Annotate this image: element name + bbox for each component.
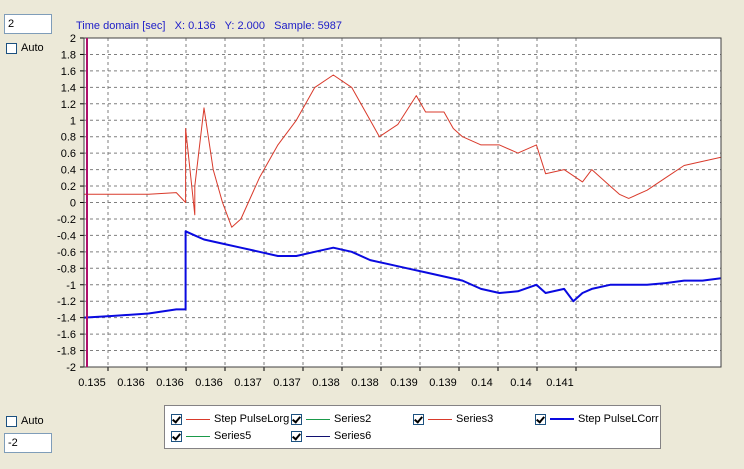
y-tick-label: 0.6 xyxy=(61,148,76,160)
legend-item-series3[interactable]: Series3 xyxy=(413,412,493,426)
legend-label: Series2 xyxy=(334,413,372,425)
cursor-x: X: 0.136 xyxy=(174,20,216,32)
legend-label: Step PulseLorg xyxy=(214,413,290,425)
x-tick-label: 0.141 xyxy=(546,377,574,389)
x-axis: 0.135 0.136 0.136 0.136 0.137 0.137 0.138 0.138… xyxy=(78,367,577,389)
legend-item-step-pulselorg[interactable]: Step PulseLorg xyxy=(171,412,289,426)
chart[interactable]: 2 1.8 1.6 1.4 1.2 1 0.8 0.6 0.4 0.2 0 -0.2 -0.4 -0.6 -… xyxy=(0,0,744,400)
legend-item-series6[interactable]: Series6 xyxy=(291,429,371,443)
y-tick-label: -1 xyxy=(66,280,76,292)
series-group xyxy=(83,74,722,319)
legend-swatch xyxy=(186,418,210,420)
x-tick-label: 0.14 xyxy=(471,377,492,389)
legend-swatch xyxy=(306,435,330,437)
legend-swatch xyxy=(306,418,330,420)
legend-item-series5[interactable]: Series5 xyxy=(171,429,251,443)
grid xyxy=(84,38,721,367)
y-tick-label: -2 xyxy=(66,362,76,374)
x-tick-label: 0.138 xyxy=(351,377,379,389)
legend: Step PulseLorg Series2 Series3 Step PulseLC… xyxy=(164,405,661,449)
auto-bottom-checkbox[interactable]: Auto xyxy=(6,415,44,427)
auto-top-box[interactable] xyxy=(6,42,17,54)
x-tick-label: 0.136 xyxy=(117,377,145,389)
y-tick-label: 1.6 xyxy=(61,66,76,78)
auto-top-checkbox[interactable]: Auto xyxy=(6,42,44,54)
x-tick-label: 0.135 xyxy=(78,377,106,389)
y-tick-label: 1.2 xyxy=(61,99,76,111)
y-min-input[interactable] xyxy=(4,433,52,453)
y-tick-label: 0.8 xyxy=(61,132,76,144)
y-tick-label: 1 xyxy=(70,115,76,127)
y-tick-label: -1.8 xyxy=(57,346,76,358)
sample-count: Sample: 5987 xyxy=(274,20,343,32)
auto-top-label: Auto xyxy=(21,42,44,54)
axis-label: Time domain [sec] xyxy=(76,20,166,32)
legend-swatch xyxy=(428,418,452,420)
y-tick-label: -1.4 xyxy=(57,313,76,325)
y-tick-label: -0.8 xyxy=(57,263,76,275)
y-tick-label: 0.2 xyxy=(61,181,76,193)
x-tick-label: 0.136 xyxy=(156,377,184,389)
y-tick-label: -0.6 xyxy=(57,247,76,259)
y-max-input[interactable] xyxy=(4,14,52,34)
x-tick-label: 0.139 xyxy=(390,377,418,389)
legend-checkbox[interactable] xyxy=(171,413,182,425)
x-tick-label: 0.14 xyxy=(510,377,531,389)
x-tick-label: 0.139 xyxy=(429,377,457,389)
y-tick-label: 1.8 xyxy=(61,49,76,61)
y-tick-label: 0 xyxy=(70,198,76,210)
legend-label: Series6 xyxy=(334,430,372,442)
legend-item-step-pulselcorr[interactable]: Step PulseLCorr xyxy=(535,412,659,426)
legend-checkbox[interactable] xyxy=(171,430,182,442)
legend-checkbox[interactable] xyxy=(291,430,302,442)
series-step-pulselorg xyxy=(84,74,722,228)
plot-border xyxy=(83,37,722,368)
y-tick-label: 1.4 xyxy=(61,82,76,94)
legend-label: Step PulseLCorr xyxy=(578,413,659,425)
y-tick-label: 0.4 xyxy=(61,165,76,177)
cursor-status: Time domain [sec] X: 0.136 Y: 2.000 Samp… xyxy=(76,20,342,32)
legend-checkbox[interactable] xyxy=(291,413,302,425)
legend-checkbox[interactable] xyxy=(413,413,424,425)
legend-swatch xyxy=(186,435,210,437)
legend-checkbox[interactable] xyxy=(535,413,546,425)
x-tick-label: 0.138 xyxy=(312,377,340,389)
y-tick-label: -0.2 xyxy=(57,214,76,226)
legend-swatch xyxy=(550,418,574,420)
y-tick-label: 2 xyxy=(70,33,76,45)
y-tick-label: -1.6 xyxy=(57,329,76,341)
y-tick-label: -0.4 xyxy=(57,230,76,242)
series-step-pulselcorr xyxy=(83,230,722,319)
legend-item-series2[interactable]: Series2 xyxy=(291,412,371,426)
y-axis: 2 1.8 1.6 1.4 1.2 1 0.8 0.6 0.4 0.2 0 -0.2 -0.4 -0.6 -… xyxy=(57,33,84,374)
x-tick-label: 0.136 xyxy=(195,377,223,389)
x-tick-label: 0.137 xyxy=(273,377,301,389)
x-tick-label: 0.137 xyxy=(234,377,262,389)
auto-bottom-label: Auto xyxy=(21,415,44,427)
y-tick-label: -1.2 xyxy=(57,296,76,308)
legend-label: Series5 xyxy=(214,430,252,442)
auto-bottom-box[interactable] xyxy=(6,415,17,427)
legend-label: Series3 xyxy=(456,413,494,425)
cursor-y: Y: 2.000 xyxy=(224,20,265,32)
